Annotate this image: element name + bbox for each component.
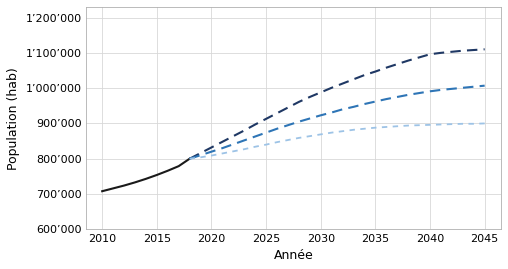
X-axis label: Année: Année [273,249,313,262]
Y-axis label: Population (hab): Population (hab) [7,67,20,169]
